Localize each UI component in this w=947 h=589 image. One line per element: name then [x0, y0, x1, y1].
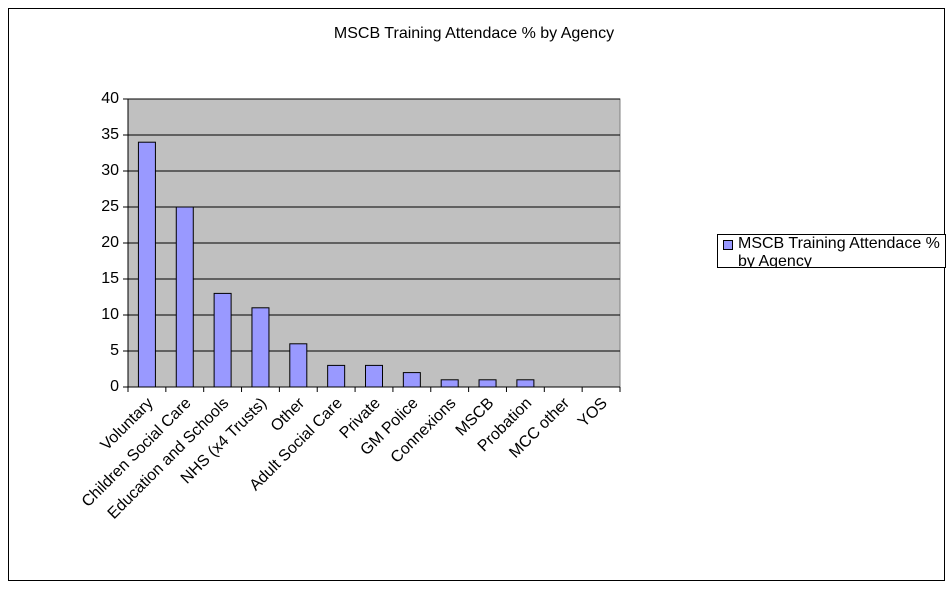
y-tick-label: 20 [101, 234, 119, 251]
bar [478, 379, 497, 388]
y-tick-label: 15 [101, 270, 119, 287]
bar [251, 307, 270, 388]
y-tick-label: 0 [110, 378, 119, 395]
bar [175, 206, 194, 388]
y-tick-label: 25 [101, 198, 119, 215]
bar [213, 292, 232, 388]
y-tick-label: 40 [101, 90, 119, 107]
bar [402, 372, 421, 388]
bar [137, 141, 156, 388]
y-tick-label: 35 [101, 126, 119, 143]
x-tick-label: YOS [575, 395, 611, 431]
bar [289, 343, 308, 388]
legend-label: MSCB Training Attendace % by Agency [738, 235, 940, 268]
bar [365, 364, 383, 388]
bar [440, 379, 459, 388]
legend-swatch [723, 240, 733, 250]
chart-title: MSCB Training Attendace % by Agency [334, 25, 614, 42]
legend: MSCB Training Attendace % by Agency [717, 234, 946, 268]
y-tick-label: 10 [101, 306, 119, 323]
bar [516, 379, 535, 388]
y-tick-label: 30 [101, 162, 119, 179]
bar [327, 364, 346, 388]
chart-frame [8, 8, 945, 581]
y-tick-label: 5 [110, 342, 119, 359]
